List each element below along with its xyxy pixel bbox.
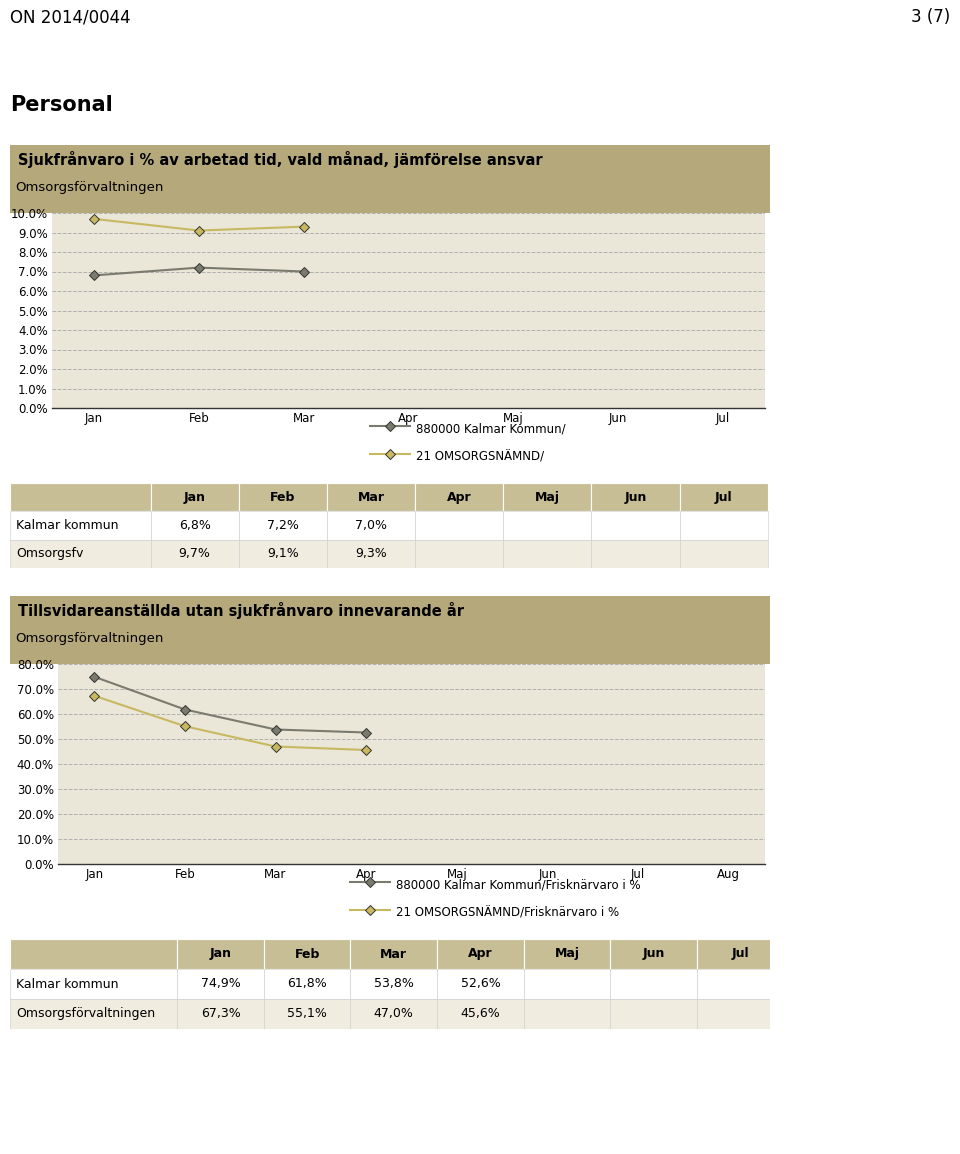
Bar bbox=[239, 484, 327, 511]
Text: 880000 Kalmar Kommun/: 880000 Kalmar Kommun/ bbox=[416, 422, 565, 435]
Bar bbox=[611, 999, 697, 1029]
Bar bbox=[264, 939, 350, 969]
Text: 21 OMSORGSNÄMND/Frisknärvaro i %: 21 OMSORGSNÄMND/Frisknärvaro i % bbox=[396, 906, 619, 919]
Text: Omsorgsförvaltningen: Omsorgsförvaltningen bbox=[15, 181, 163, 194]
Text: Kalmar kommun: Kalmar kommun bbox=[16, 519, 119, 532]
Bar bbox=[10, 484, 151, 511]
Bar bbox=[697, 969, 783, 999]
Bar bbox=[178, 999, 264, 1029]
Bar bbox=[680, 484, 768, 511]
Bar bbox=[151, 484, 239, 511]
Text: Feb: Feb bbox=[295, 947, 320, 960]
Bar bbox=[10, 999, 178, 1029]
Text: Omsorgsförvaltningen: Omsorgsförvaltningen bbox=[16, 1007, 156, 1020]
Bar bbox=[437, 969, 524, 999]
Bar bbox=[239, 540, 327, 568]
Text: Omsorgsförvaltningen: Omsorgsförvaltningen bbox=[15, 632, 163, 645]
Bar bbox=[503, 511, 591, 540]
Text: Tillsvidareanställda utan sjukfrånvaro innevarande år: Tillsvidareanställda utan sjukfrånvaro i… bbox=[18, 602, 464, 619]
Text: Jan: Jan bbox=[183, 490, 205, 503]
Bar bbox=[415, 511, 503, 540]
Bar bbox=[327, 540, 415, 568]
Text: Kalmar kommun: Kalmar kommun bbox=[16, 977, 119, 990]
Bar bbox=[151, 511, 239, 540]
Text: 7,2%: 7,2% bbox=[267, 519, 299, 532]
Text: Jul: Jul bbox=[715, 490, 732, 503]
Bar bbox=[524, 969, 611, 999]
Text: 74,9%: 74,9% bbox=[201, 977, 240, 990]
Bar bbox=[697, 939, 783, 969]
Bar bbox=[503, 484, 591, 511]
Text: 21 OMSORGSNÄMND/: 21 OMSORGSNÄMND/ bbox=[416, 450, 544, 463]
Text: Maj: Maj bbox=[535, 490, 560, 503]
Bar bbox=[697, 999, 783, 1029]
Bar bbox=[680, 540, 768, 568]
Bar bbox=[415, 540, 503, 568]
Text: 61,8%: 61,8% bbox=[287, 977, 327, 990]
Bar bbox=[591, 511, 680, 540]
Bar bbox=[10, 511, 151, 540]
Text: 9,1%: 9,1% bbox=[267, 547, 299, 561]
Bar bbox=[178, 969, 264, 999]
Bar bbox=[503, 540, 591, 568]
Bar bbox=[591, 540, 680, 568]
Bar bbox=[591, 484, 680, 511]
Text: Jan: Jan bbox=[209, 947, 231, 960]
Bar bbox=[178, 939, 264, 969]
Text: 67,3%: 67,3% bbox=[201, 1007, 240, 1020]
Bar bbox=[239, 511, 327, 540]
Bar bbox=[327, 484, 415, 511]
Text: Maj: Maj bbox=[555, 947, 580, 960]
Text: 47,0%: 47,0% bbox=[373, 1007, 414, 1020]
Bar bbox=[10, 969, 178, 999]
Text: ON 2014/0044: ON 2014/0044 bbox=[10, 8, 131, 27]
Bar bbox=[415, 484, 503, 511]
Bar bbox=[264, 969, 350, 999]
Bar bbox=[611, 939, 697, 969]
Text: Jul: Jul bbox=[732, 947, 749, 960]
Text: Apr: Apr bbox=[446, 490, 471, 503]
Text: 55,1%: 55,1% bbox=[287, 1007, 327, 1020]
Bar bbox=[437, 999, 524, 1029]
Text: Personal: Personal bbox=[10, 95, 112, 115]
Text: 9,3%: 9,3% bbox=[355, 547, 387, 561]
Bar bbox=[350, 969, 437, 999]
Bar bbox=[10, 939, 178, 969]
Text: 3 (7): 3 (7) bbox=[911, 8, 950, 27]
Bar bbox=[350, 939, 437, 969]
Text: Jun: Jun bbox=[642, 947, 665, 960]
Text: Jun: Jun bbox=[624, 490, 647, 503]
Text: Apr: Apr bbox=[468, 947, 492, 960]
Text: 880000 Kalmar Kommun/Frisknärvaro i %: 880000 Kalmar Kommun/Frisknärvaro i % bbox=[396, 878, 640, 891]
Bar bbox=[264, 999, 350, 1029]
Text: 52,6%: 52,6% bbox=[461, 977, 500, 990]
Bar bbox=[350, 999, 437, 1029]
Text: Sjukfrånvaro i % av arbetad tid, vald månad, jämförelse ansvar: Sjukfrånvaro i % av arbetad tid, vald må… bbox=[18, 151, 542, 168]
Text: Omsorgsfv: Omsorgsfv bbox=[16, 547, 84, 561]
Text: 6,8%: 6,8% bbox=[179, 519, 210, 532]
Bar bbox=[437, 939, 524, 969]
Bar bbox=[327, 511, 415, 540]
Text: 9,7%: 9,7% bbox=[179, 547, 210, 561]
Text: 7,0%: 7,0% bbox=[355, 519, 387, 532]
Bar bbox=[611, 969, 697, 999]
Bar bbox=[10, 540, 151, 568]
Text: 53,8%: 53,8% bbox=[373, 977, 414, 990]
Text: Mar: Mar bbox=[380, 947, 407, 960]
Text: 45,6%: 45,6% bbox=[461, 1007, 500, 1020]
Bar bbox=[524, 939, 611, 969]
Bar bbox=[680, 511, 768, 540]
Text: Mar: Mar bbox=[357, 490, 385, 503]
Text: Feb: Feb bbox=[270, 490, 296, 503]
Bar bbox=[151, 540, 239, 568]
Bar bbox=[524, 999, 611, 1029]
